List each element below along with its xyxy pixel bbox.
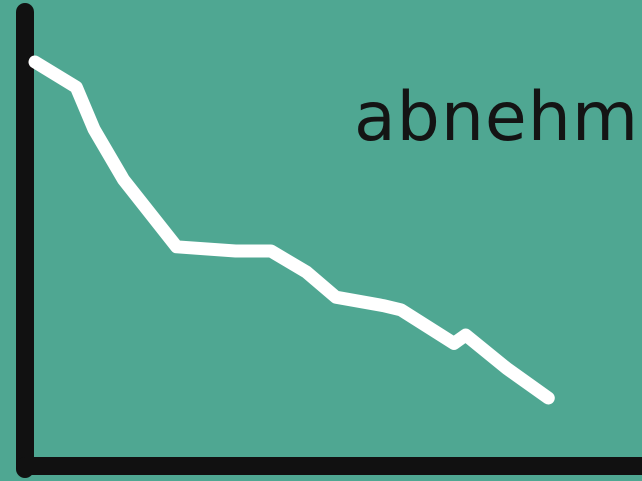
series-line <box>28 55 555 405</box>
chart-annotation: abnehm <box>354 78 640 157</box>
